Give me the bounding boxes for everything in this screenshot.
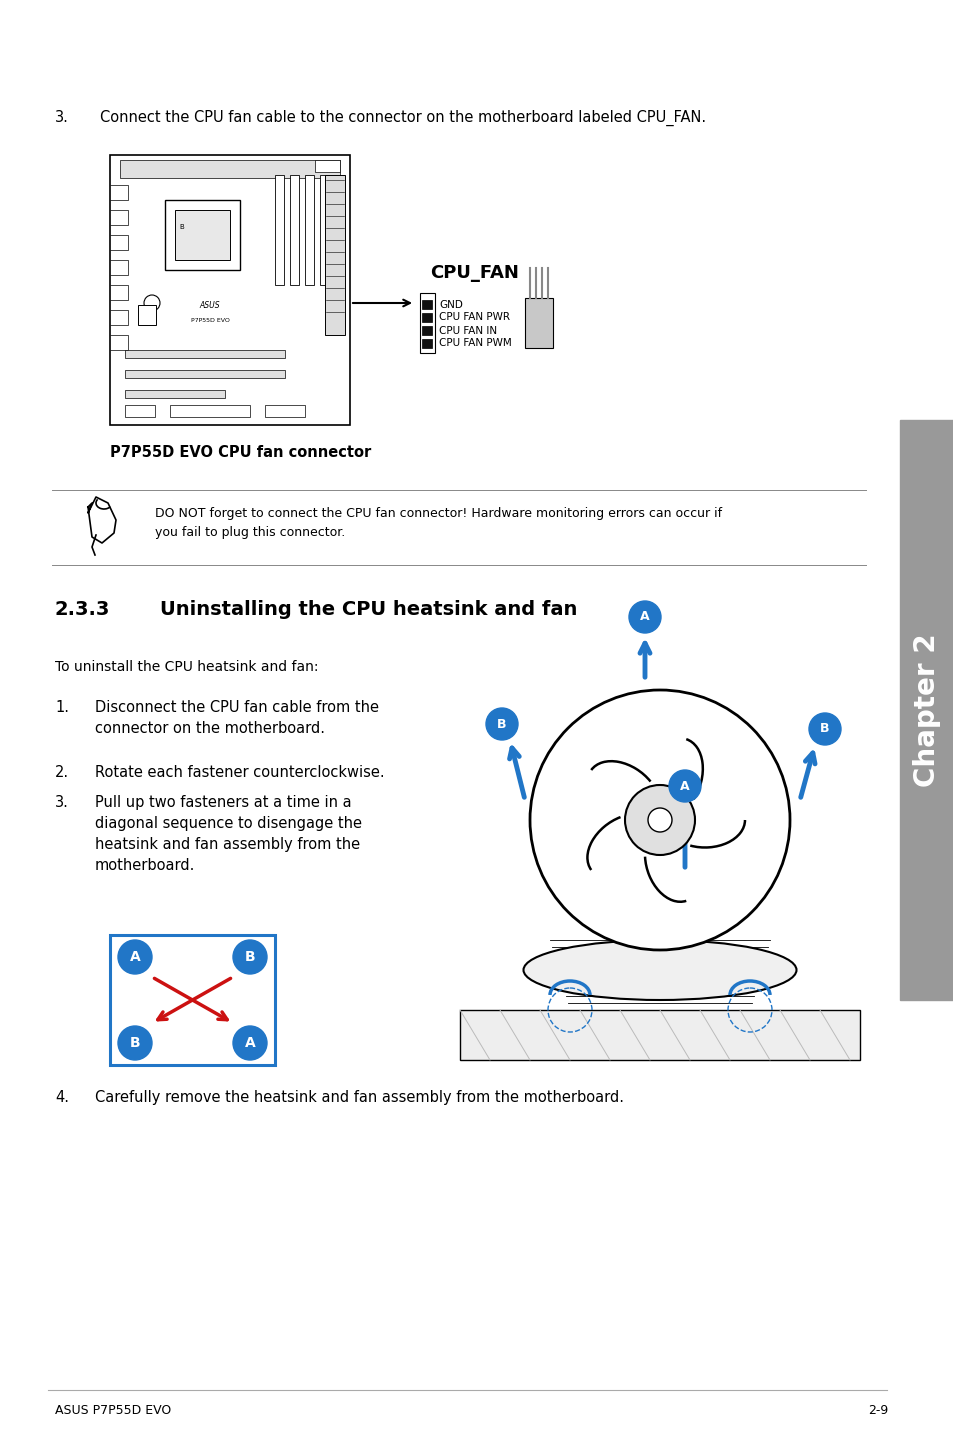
Bar bbox=[459, 1009, 859, 1060]
Bar bbox=[110, 935, 274, 1066]
Bar bbox=[170, 406, 250, 417]
Text: B: B bbox=[130, 1035, 140, 1050]
Text: B: B bbox=[820, 722, 829, 735]
Text: Carefully remove the heatsink and fan assembly from the motherboard.: Carefully remove the heatsink and fan as… bbox=[95, 1090, 623, 1104]
Bar bbox=[314, 160, 339, 173]
Text: GND: GND bbox=[438, 299, 462, 309]
Text: 1.: 1. bbox=[55, 700, 69, 715]
Bar bbox=[125, 390, 225, 398]
Text: CPU FAN PWR: CPU FAN PWR bbox=[438, 312, 510, 322]
Text: B: B bbox=[497, 718, 506, 731]
Text: A: A bbox=[244, 1035, 255, 1050]
Circle shape bbox=[118, 940, 152, 974]
Text: Uninstalling the CPU heatsink and fan: Uninstalling the CPU heatsink and fan bbox=[160, 600, 577, 618]
Text: B: B bbox=[244, 951, 255, 963]
Text: 3.: 3. bbox=[55, 795, 69, 810]
Bar bbox=[325, 175, 345, 335]
Bar bbox=[421, 301, 432, 309]
Circle shape bbox=[668, 769, 700, 802]
Bar bbox=[138, 305, 156, 325]
Text: Chapter 2: Chapter 2 bbox=[912, 633, 940, 787]
Circle shape bbox=[647, 808, 671, 833]
Text: 3.: 3. bbox=[55, 109, 69, 125]
Bar bbox=[110, 335, 128, 349]
Circle shape bbox=[144, 295, 160, 311]
Text: 2.3.3: 2.3.3 bbox=[55, 600, 111, 618]
Circle shape bbox=[808, 713, 841, 745]
Circle shape bbox=[233, 1025, 267, 1060]
Bar bbox=[110, 155, 350, 426]
Bar bbox=[421, 326, 432, 335]
Bar bbox=[421, 339, 432, 348]
Bar bbox=[274, 175, 284, 285]
Text: DO NOT forget to connect the CPU fan connector! Hardware monitoring errors can o: DO NOT forget to connect the CPU fan con… bbox=[154, 508, 721, 539]
Text: ASUS: ASUS bbox=[199, 301, 220, 309]
Text: A: A bbox=[639, 611, 649, 624]
Text: 2-9: 2-9 bbox=[867, 1403, 887, 1416]
Bar bbox=[305, 175, 314, 285]
Bar bbox=[265, 406, 305, 417]
Bar bbox=[290, 175, 298, 285]
Bar bbox=[110, 234, 128, 250]
Text: To uninstall the CPU heatsink and fan:: To uninstall the CPU heatsink and fan: bbox=[55, 660, 318, 674]
Text: B: B bbox=[179, 224, 184, 230]
Text: CPU FAN IN: CPU FAN IN bbox=[438, 325, 497, 335]
Circle shape bbox=[118, 1025, 152, 1060]
Text: CPU_FAN: CPU_FAN bbox=[430, 265, 518, 282]
Circle shape bbox=[233, 940, 267, 974]
Bar bbox=[419, 293, 435, 352]
Circle shape bbox=[530, 690, 789, 951]
Bar bbox=[110, 260, 128, 275]
Text: ASUS P7P55D EVO: ASUS P7P55D EVO bbox=[55, 1403, 172, 1416]
Bar bbox=[120, 160, 339, 178]
Bar bbox=[174, 210, 230, 260]
Ellipse shape bbox=[523, 940, 796, 999]
Bar bbox=[125, 406, 154, 417]
Text: Disconnect the CPU fan cable from the
connector on the motherboard.: Disconnect the CPU fan cable from the co… bbox=[95, 700, 378, 736]
Bar bbox=[110, 210, 128, 224]
Circle shape bbox=[624, 785, 695, 856]
Bar bbox=[899, 420, 953, 999]
Bar bbox=[110, 311, 128, 325]
Bar bbox=[165, 200, 240, 270]
Text: A: A bbox=[679, 779, 689, 792]
Bar bbox=[421, 313, 432, 322]
Text: 4.: 4. bbox=[55, 1090, 69, 1104]
Circle shape bbox=[485, 707, 517, 741]
Text: A: A bbox=[130, 951, 140, 963]
Circle shape bbox=[628, 601, 660, 633]
Text: Rotate each fastener counterclockwise.: Rotate each fastener counterclockwise. bbox=[95, 765, 384, 779]
Text: 2.: 2. bbox=[55, 765, 69, 779]
Bar bbox=[319, 175, 329, 285]
Text: CPU FAN PWM: CPU FAN PWM bbox=[438, 338, 511, 348]
Bar bbox=[524, 298, 553, 348]
Bar bbox=[125, 370, 285, 378]
Text: Pull up two fasteners at a time in a
diagonal sequence to disengage the
heatsink: Pull up two fasteners at a time in a dia… bbox=[95, 795, 361, 873]
Bar bbox=[110, 285, 128, 301]
Bar bbox=[110, 186, 128, 200]
Text: P7P55D EVO: P7P55D EVO bbox=[191, 318, 230, 322]
Text: Connect the CPU fan cable to the connector on the motherboard labeled CPU_FAN.: Connect the CPU fan cable to the connect… bbox=[100, 109, 705, 127]
Text: P7P55D EVO CPU fan connector: P7P55D EVO CPU fan connector bbox=[110, 444, 371, 460]
Bar bbox=[125, 349, 285, 358]
